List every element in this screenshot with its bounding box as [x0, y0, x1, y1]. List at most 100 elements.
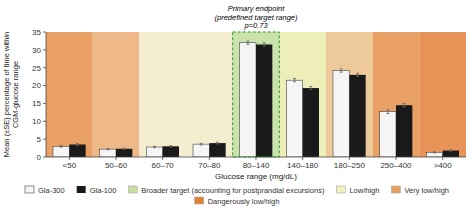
- legend-item: Low/high: [336, 186, 379, 195]
- bar: [443, 151, 459, 157]
- bar: [69, 145, 85, 158]
- error-bar: [340, 69, 343, 72]
- error-cap: [340, 68, 343, 69]
- error-line: [170, 146, 171, 147]
- x-tick-label: 50–60: [105, 161, 128, 170]
- error-cap: [263, 42, 266, 43]
- error-line: [434, 152, 435, 153]
- annotation-box: [233, 32, 280, 157]
- bar: [53, 146, 69, 157]
- error-cap: [246, 44, 249, 45]
- bar: [426, 152, 442, 157]
- y-axis-line: [46, 32, 47, 157]
- bar: [209, 143, 225, 157]
- x-tick-label: <50: [63, 161, 77, 170]
- legend-swatch: [128, 186, 137, 193]
- error-cap: [433, 152, 436, 153]
- error-cap: [433, 151, 436, 152]
- error-bar: [293, 79, 296, 82]
- bar: [333, 71, 349, 157]
- x-tick: [396, 157, 397, 160]
- error-cap: [200, 145, 203, 146]
- error-bar: [433, 152, 436, 153]
- x-tick: [209, 157, 210, 160]
- error-line: [247, 41, 248, 44]
- legend-swatch: [25, 186, 34, 193]
- error-cap: [403, 103, 406, 104]
- zones: [46, 32, 466, 157]
- error-cap: [293, 78, 296, 79]
- zone: [326, 32, 373, 157]
- bar: [380, 112, 396, 157]
- zone: [373, 32, 420, 157]
- axes: 05101520253035<5050–6060–7070–8080–14014…: [32, 28, 466, 170]
- bar: [100, 149, 116, 157]
- error-cap: [169, 147, 172, 148]
- error-line: [154, 146, 155, 147]
- error-line: [107, 149, 108, 150]
- error-cap: [356, 76, 359, 77]
- y-tick-label: 30: [32, 46, 41, 55]
- y-tick-label: 15: [32, 99, 41, 108]
- legend-swatch: [391, 186, 400, 193]
- marks: [53, 41, 459, 157]
- error-bar: [263, 43, 266, 46]
- zone: [279, 32, 326, 157]
- y-axis-label: Mean (±SE) percentage of time withinCGM-…: [2, 32, 20, 157]
- bar: [116, 149, 132, 157]
- error-bar: [76, 144, 79, 146]
- error-bar: [200, 143, 203, 145]
- legend-label: Gla-100: [90, 186, 117, 195]
- x-tick-label: 70–80: [198, 161, 221, 170]
- legend-label: Low/high: [349, 186, 379, 195]
- error-cap: [263, 46, 266, 47]
- error-cap: [153, 147, 156, 148]
- error-cap: [76, 143, 79, 144]
- y-tick-label: 20: [32, 81, 41, 90]
- error-cap: [449, 151, 452, 152]
- y-axis-label-line: CGM-glucose range: [11, 61, 20, 128]
- legend-label: Very low/high: [404, 186, 449, 195]
- error-cap: [169, 145, 172, 146]
- error-cap: [153, 146, 156, 147]
- legend-label: Gla-300: [38, 186, 65, 195]
- bar: [303, 88, 319, 157]
- y-axis-label-line: Mean (±SE) percentage of time within: [2, 32, 11, 157]
- bar: [146, 147, 162, 157]
- error-bar: [449, 150, 452, 151]
- error-cap: [386, 113, 389, 114]
- zone: [46, 32, 93, 157]
- legend-swatch: [336, 186, 345, 193]
- y-tick: [43, 121, 46, 122]
- error-bar: [386, 110, 389, 114]
- zone: [233, 32, 280, 157]
- y-tick-label: 10: [32, 117, 41, 126]
- x-tick-label: 180–250: [334, 161, 366, 170]
- error-cap: [123, 149, 126, 150]
- chart: Gla-300 Gla-100 Broader target (accounting…: [0, 0, 474, 211]
- error-bar: [169, 146, 172, 147]
- error-cap: [386, 109, 389, 110]
- y-tick: [43, 85, 46, 86]
- y-tick-label: 5: [37, 135, 42, 144]
- error-bar: [153, 146, 156, 147]
- x-tick-label: 250–400: [380, 161, 412, 170]
- legend-swatch: [77, 186, 86, 193]
- error-cap: [293, 81, 296, 82]
- zone: [93, 32, 140, 157]
- error-cap: [216, 142, 219, 143]
- y-tick: [43, 67, 46, 68]
- legend-item: Broader target (accounting for postprand…: [128, 186, 325, 195]
- y-tick: [43, 139, 46, 140]
- legend-swatch: [195, 197, 204, 204]
- series: [69, 43, 459, 157]
- zone: [419, 32, 466, 157]
- x-tick-label: 140–180: [287, 161, 319, 170]
- error-line: [341, 69, 342, 72]
- bar: [240, 43, 256, 157]
- error-cap: [246, 41, 249, 42]
- error-bar: [60, 145, 63, 147]
- y-tick: [43, 157, 46, 158]
- y-tick: [43, 32, 46, 33]
- legend-label: Dangerously low/high: [208, 197, 280, 206]
